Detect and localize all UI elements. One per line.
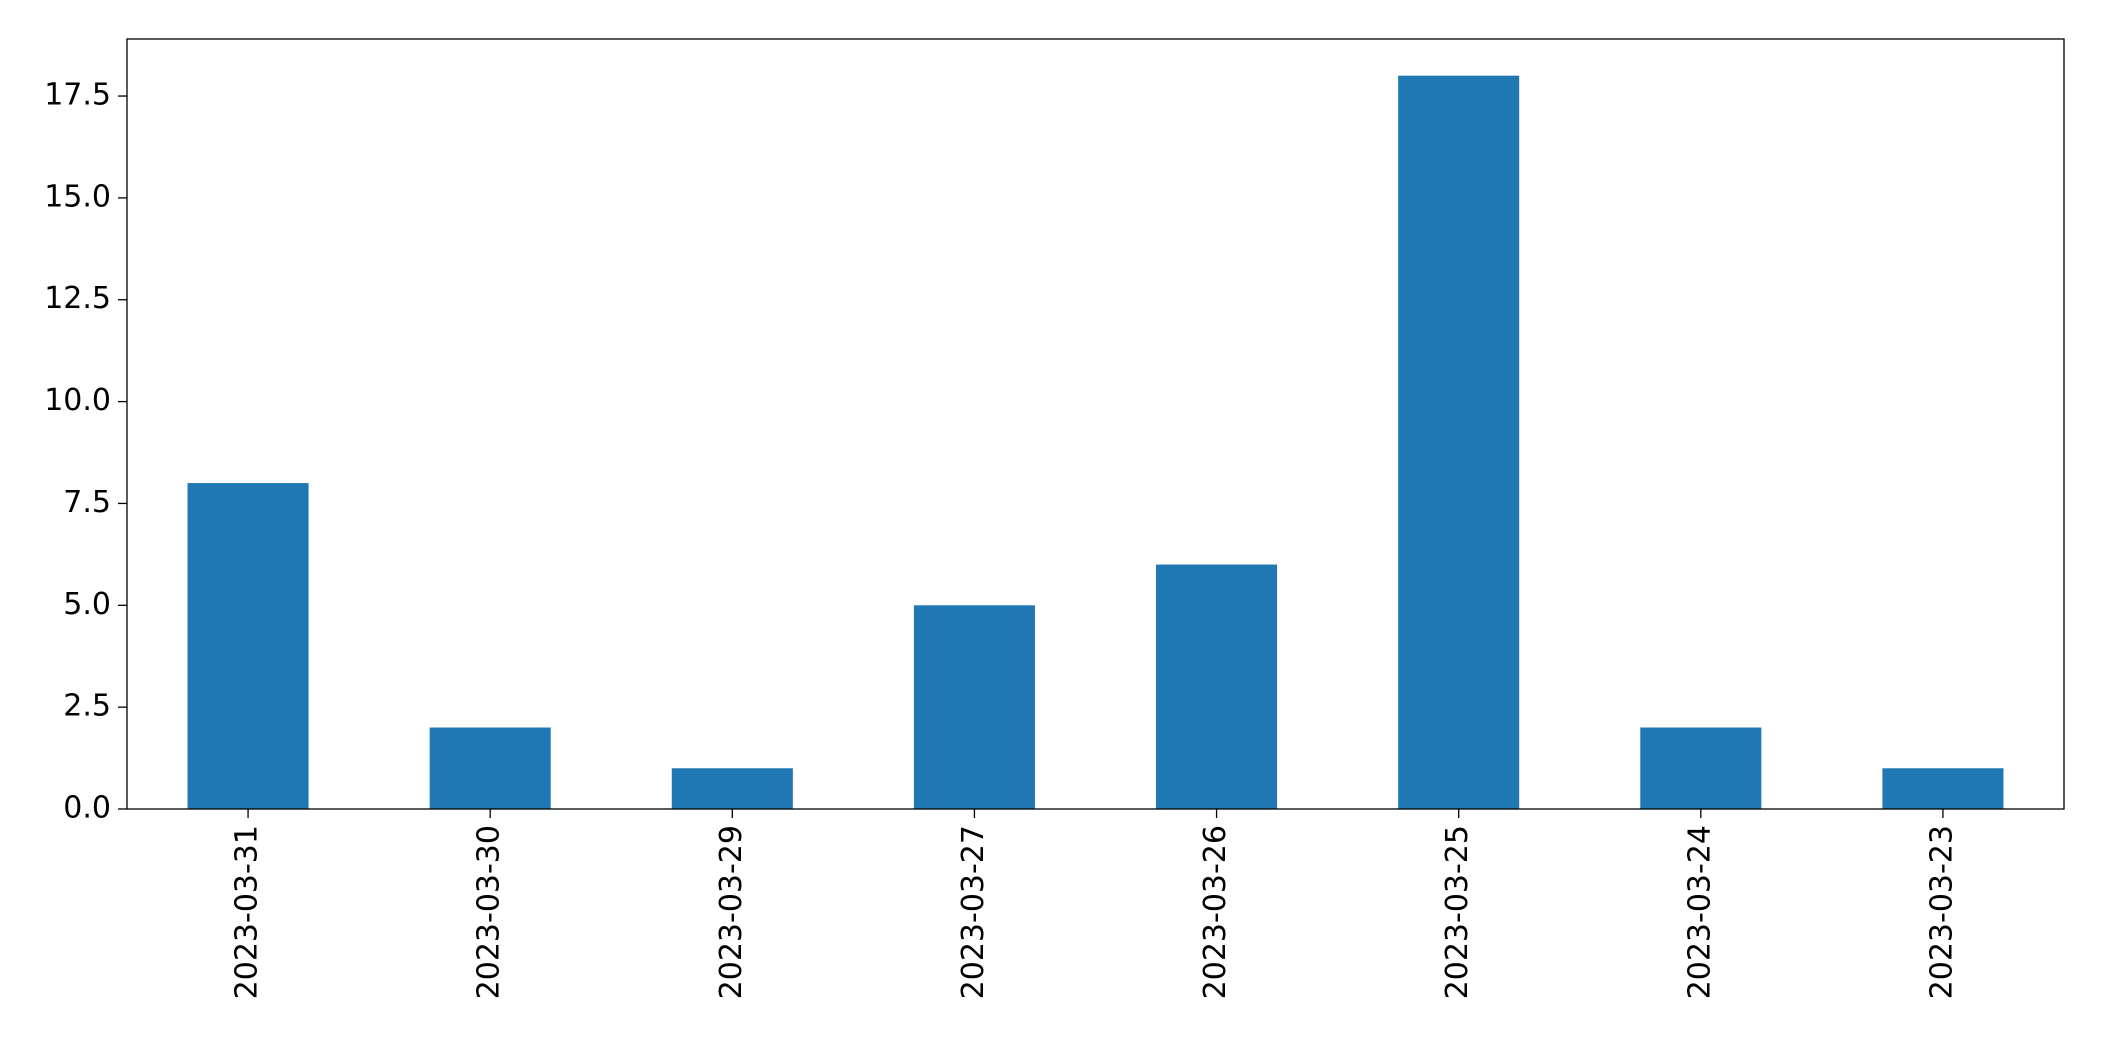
x-tick-label: 2023-03-31: [230, 825, 265, 999]
x-tick-label: 2023-03-26: [1198, 825, 1233, 999]
x-tick-label: 2023-03-25: [1440, 825, 1475, 999]
x-tick-label: 2023-03-27: [956, 825, 991, 999]
bar: [1398, 75, 1520, 809]
bar: [1882, 768, 2004, 809]
bar: [671, 768, 793, 809]
bar: [1156, 564, 1278, 809]
bar: [429, 727, 551, 809]
x-tick-label: 2023-03-29: [714, 825, 749, 999]
bar: [913, 605, 1035, 809]
y-tick-label: 10.0: [44, 383, 111, 418]
y-tick-label: 12.5: [44, 281, 111, 316]
x-tick-label: 2023-03-30: [472, 825, 507, 999]
bar: [1640, 727, 1762, 809]
plot-frame: [126, 38, 2065, 810]
y-tick-label: 7.5: [63, 485, 111, 520]
x-tick-label: 2023-03-23: [1924, 825, 1959, 999]
y-tick-label: 5.0: [63, 587, 111, 622]
y-tick-label: 17.5: [44, 78, 111, 113]
y-tick-label: 0.0: [63, 791, 111, 826]
y-tick-label: 15.0: [44, 179, 111, 214]
x-tick-label: 2023-03-24: [1682, 825, 1717, 999]
y-tick-label: 2.5: [63, 689, 111, 724]
bar: [187, 483, 309, 809]
